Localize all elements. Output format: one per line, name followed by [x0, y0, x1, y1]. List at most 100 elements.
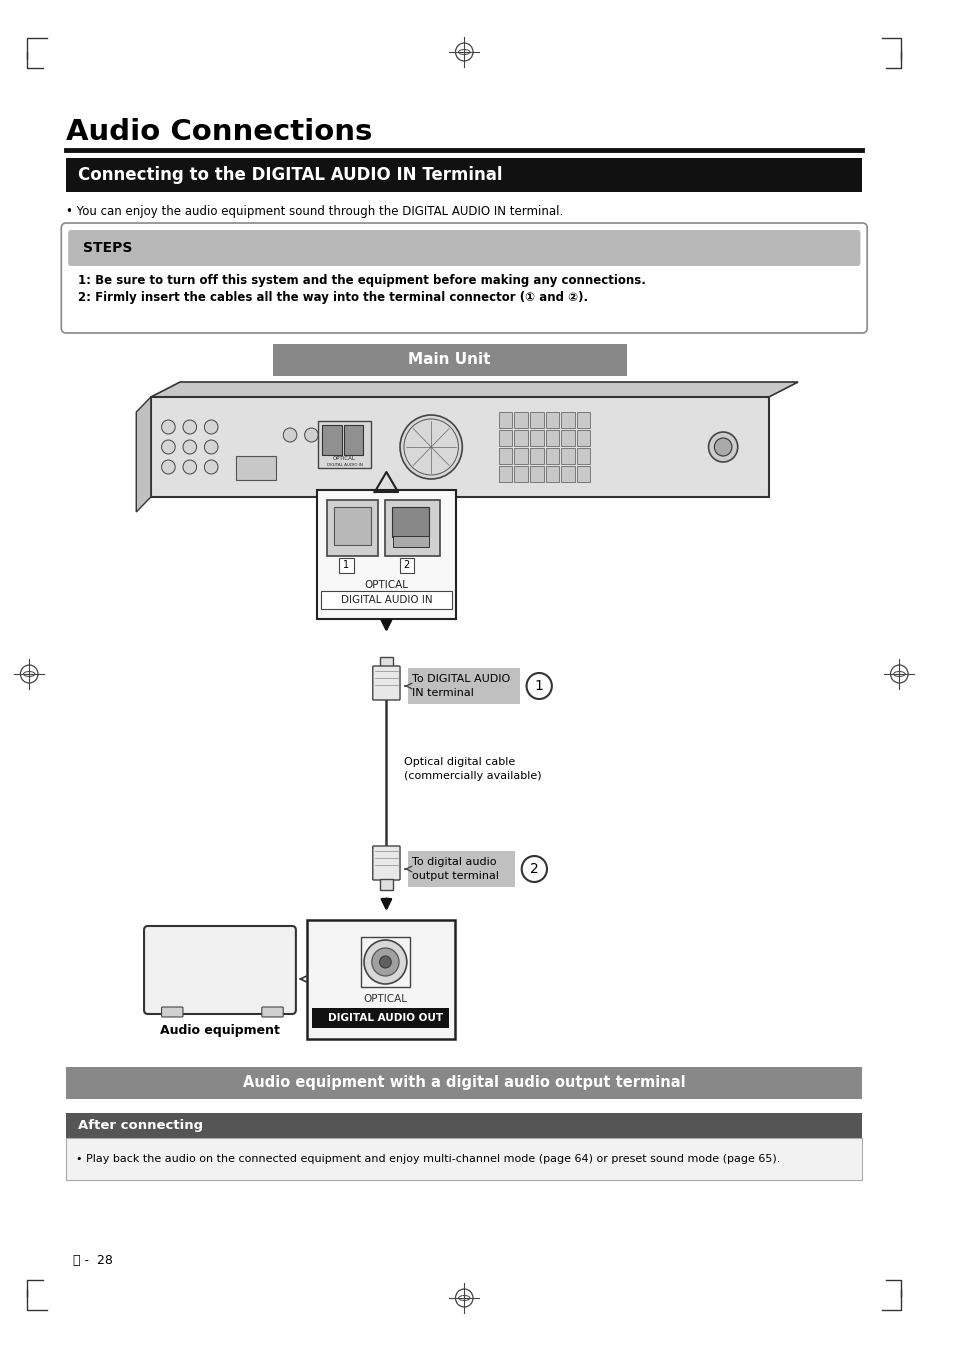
- FancyBboxPatch shape: [576, 466, 590, 482]
- Text: 1: 1: [535, 679, 543, 693]
- Text: • Play back the audio on the connected equipment and enjoy multi-channel mode (p: • Play back the audio on the connected e…: [76, 1154, 780, 1164]
- FancyBboxPatch shape: [498, 429, 512, 446]
- FancyBboxPatch shape: [545, 466, 558, 482]
- Circle shape: [183, 460, 196, 474]
- Circle shape: [183, 440, 196, 454]
- FancyBboxPatch shape: [498, 447, 512, 463]
- Polygon shape: [151, 382, 798, 397]
- Text: DIGITAL AUDIO OUT: DIGITAL AUDIO OUT: [328, 1012, 442, 1023]
- FancyBboxPatch shape: [530, 447, 543, 463]
- FancyBboxPatch shape: [321, 591, 451, 609]
- FancyBboxPatch shape: [66, 1112, 862, 1138]
- FancyBboxPatch shape: [545, 447, 558, 463]
- Text: • You can enjoy the audio equipment sound through the DIGITAL AUDIO IN terminal.: • You can enjoy the audio equipment soun…: [66, 205, 563, 217]
- Text: DIGITAL AUDIO IN: DIGITAL AUDIO IN: [326, 463, 362, 467]
- FancyBboxPatch shape: [379, 656, 393, 667]
- FancyBboxPatch shape: [343, 425, 363, 455]
- FancyBboxPatch shape: [385, 500, 439, 556]
- Text: OPTICAL: OPTICAL: [333, 456, 355, 460]
- FancyBboxPatch shape: [560, 466, 574, 482]
- FancyBboxPatch shape: [560, 447, 574, 463]
- FancyBboxPatch shape: [514, 466, 527, 482]
- Circle shape: [204, 460, 218, 474]
- FancyBboxPatch shape: [144, 926, 295, 1014]
- FancyBboxPatch shape: [407, 850, 515, 887]
- Circle shape: [183, 420, 196, 433]
- FancyBboxPatch shape: [514, 447, 527, 463]
- Text: 2: 2: [403, 560, 410, 570]
- Text: 1: Be sure to turn off this system and the equipment before making any connectio: 1: Be sure to turn off this system and t…: [78, 274, 645, 288]
- FancyBboxPatch shape: [322, 425, 341, 455]
- FancyBboxPatch shape: [317, 490, 455, 620]
- Text: Connecting to the DIGITAL AUDIO IN Terminal: Connecting to the DIGITAL AUDIO IN Termi…: [78, 166, 502, 184]
- Text: Main Unit: Main Unit: [408, 352, 491, 367]
- Polygon shape: [136, 397, 151, 512]
- FancyBboxPatch shape: [318, 421, 371, 468]
- Circle shape: [364, 940, 406, 984]
- Circle shape: [714, 437, 731, 456]
- FancyBboxPatch shape: [61, 223, 866, 333]
- FancyBboxPatch shape: [399, 558, 414, 572]
- FancyBboxPatch shape: [560, 429, 574, 446]
- Text: Audio Connections: Audio Connections: [66, 117, 373, 146]
- FancyBboxPatch shape: [514, 412, 527, 428]
- FancyBboxPatch shape: [235, 456, 276, 481]
- Circle shape: [283, 428, 296, 441]
- FancyBboxPatch shape: [327, 500, 377, 556]
- Text: 2: Firmly insert the cables all the way into the terminal connector (① and ②).: 2: Firmly insert the cables all the way …: [78, 292, 587, 304]
- FancyBboxPatch shape: [407, 668, 519, 703]
- Text: To DIGITAL AUDIO
IN terminal: To DIGITAL AUDIO IN terminal: [412, 675, 510, 698]
- Text: 1: 1: [343, 560, 349, 570]
- FancyBboxPatch shape: [393, 536, 428, 547]
- Text: OPTICAL: OPTICAL: [364, 580, 408, 590]
- FancyBboxPatch shape: [339, 558, 354, 572]
- FancyBboxPatch shape: [66, 1066, 862, 1099]
- Text: ⓔ -  28: ⓔ - 28: [73, 1254, 112, 1266]
- Circle shape: [204, 440, 218, 454]
- FancyBboxPatch shape: [498, 466, 512, 482]
- FancyBboxPatch shape: [576, 447, 590, 463]
- FancyBboxPatch shape: [273, 344, 626, 377]
- Text: 2: 2: [530, 863, 538, 876]
- FancyBboxPatch shape: [261, 1007, 283, 1017]
- Circle shape: [204, 420, 218, 433]
- Circle shape: [304, 428, 318, 441]
- Circle shape: [161, 460, 175, 474]
- Text: STEPS: STEPS: [83, 242, 132, 255]
- FancyBboxPatch shape: [576, 412, 590, 428]
- FancyBboxPatch shape: [576, 429, 590, 446]
- FancyBboxPatch shape: [392, 508, 429, 537]
- FancyBboxPatch shape: [66, 1138, 862, 1180]
- Text: OPTICAL: OPTICAL: [363, 994, 407, 1004]
- FancyBboxPatch shape: [530, 429, 543, 446]
- Circle shape: [399, 414, 462, 479]
- FancyBboxPatch shape: [530, 412, 543, 428]
- Circle shape: [379, 956, 391, 968]
- FancyBboxPatch shape: [545, 429, 558, 446]
- Circle shape: [161, 440, 175, 454]
- Circle shape: [161, 420, 175, 433]
- Text: Audio equipment: Audio equipment: [160, 1025, 279, 1037]
- FancyBboxPatch shape: [306, 919, 454, 1040]
- Circle shape: [372, 948, 398, 976]
- FancyBboxPatch shape: [530, 466, 543, 482]
- Text: To digital audio
output terminal: To digital audio output terminal: [412, 857, 498, 880]
- FancyBboxPatch shape: [373, 666, 399, 701]
- FancyBboxPatch shape: [312, 1008, 448, 1027]
- FancyBboxPatch shape: [161, 1007, 183, 1017]
- FancyBboxPatch shape: [373, 846, 399, 880]
- Text: Optical digital cable
(commercially available): Optical digital cable (commercially avai…: [403, 757, 541, 782]
- Circle shape: [708, 432, 737, 462]
- Text: After connecting: After connecting: [78, 1119, 203, 1131]
- FancyBboxPatch shape: [545, 412, 558, 428]
- Text: DIGITAL AUDIO IN: DIGITAL AUDIO IN: [340, 595, 432, 605]
- FancyBboxPatch shape: [151, 397, 768, 497]
- FancyBboxPatch shape: [379, 879, 393, 890]
- FancyBboxPatch shape: [68, 230, 860, 266]
- FancyBboxPatch shape: [560, 412, 574, 428]
- FancyBboxPatch shape: [514, 429, 527, 446]
- FancyBboxPatch shape: [334, 508, 371, 545]
- FancyBboxPatch shape: [66, 158, 862, 192]
- FancyBboxPatch shape: [498, 412, 512, 428]
- Text: Audio equipment with a digital audio output terminal: Audio equipment with a digital audio out…: [243, 1076, 685, 1091]
